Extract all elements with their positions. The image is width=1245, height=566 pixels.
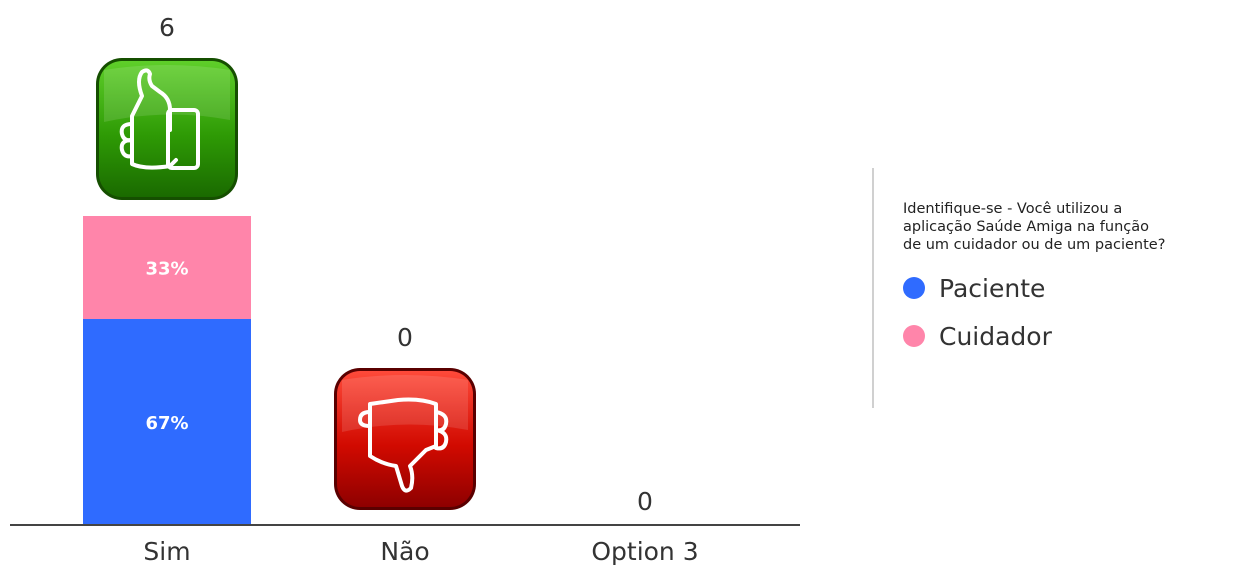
bar-segment: [83, 216, 251, 319]
category-label: Sim: [143, 537, 190, 566]
legend-title-line: aplicação Saúde Amiga na função: [903, 219, 1150, 235]
legend-label: Paciente: [939, 273, 1046, 303]
thumbs-down-icon: [334, 368, 476, 510]
legend-swatch: [903, 277, 925, 299]
bar-segment: [83, 319, 251, 525]
data-label: 33%: [145, 259, 188, 280]
legend-title: Identifique-se - Você utilizou a aplicaç…: [903, 200, 1243, 254]
thumbs-up-icon: [96, 58, 238, 200]
legend-divider: [872, 168, 874, 408]
legend-item-paciente: Paciente: [903, 264, 1243, 312]
category-label: Não: [380, 537, 429, 566]
legend-title-line: Identifique-se - Você utilizou a: [903, 201, 1123, 217]
total-label: 0: [397, 323, 413, 352]
data-label: 67%: [145, 413, 188, 434]
legend-item-cuidador: Cuidador: [903, 312, 1243, 360]
total-label: 6: [159, 13, 175, 42]
category-label: Option 3: [591, 537, 698, 566]
total-label: 0: [637, 487, 653, 516]
legend-label: Cuidador: [939, 321, 1052, 351]
legend-swatch: [903, 325, 925, 347]
legend: Identifique-se - Você utilizou a aplicaç…: [903, 200, 1243, 360]
legend-title-line: de um cuidador ou de um paciente?: [903, 237, 1166, 253]
